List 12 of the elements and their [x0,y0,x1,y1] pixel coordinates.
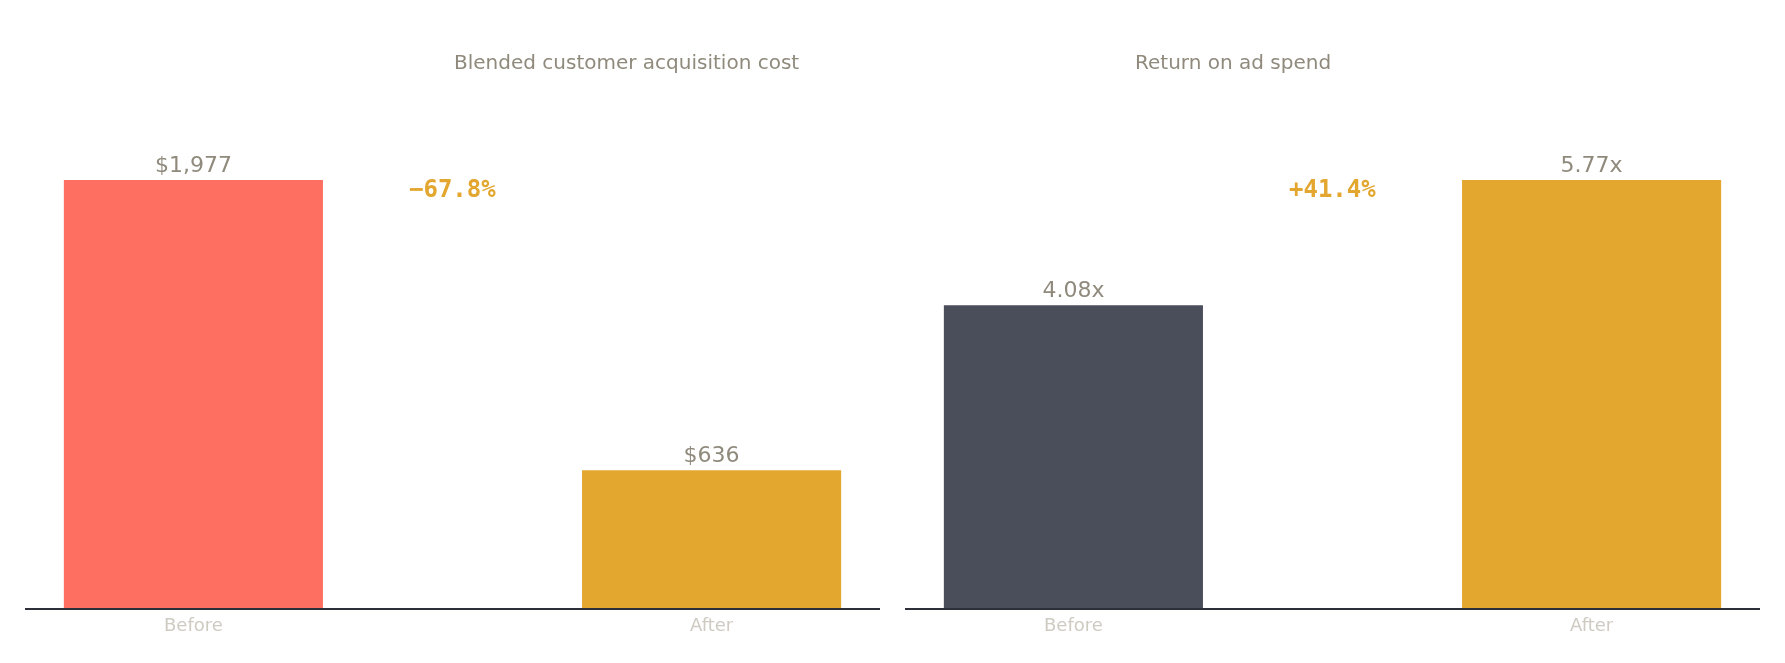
data-label: $636 [683,442,740,468]
chart-title: Return on ad spend [1135,50,1332,74]
data-label: 5.77x [1560,151,1623,177]
annotation: −67.8% [409,175,497,203]
data-label: $1,977 [154,151,232,177]
x-tick-label: Before [1043,614,1103,636]
annotation: +41.4% [1289,175,1377,203]
x-tick-label: After [689,614,734,636]
chart-title: Blended customer acquisition cost [454,50,800,74]
x-tick-label: After [1569,614,1614,636]
x-tick-label: Before [163,614,223,636]
data-label: 4.08x [1042,277,1105,303]
